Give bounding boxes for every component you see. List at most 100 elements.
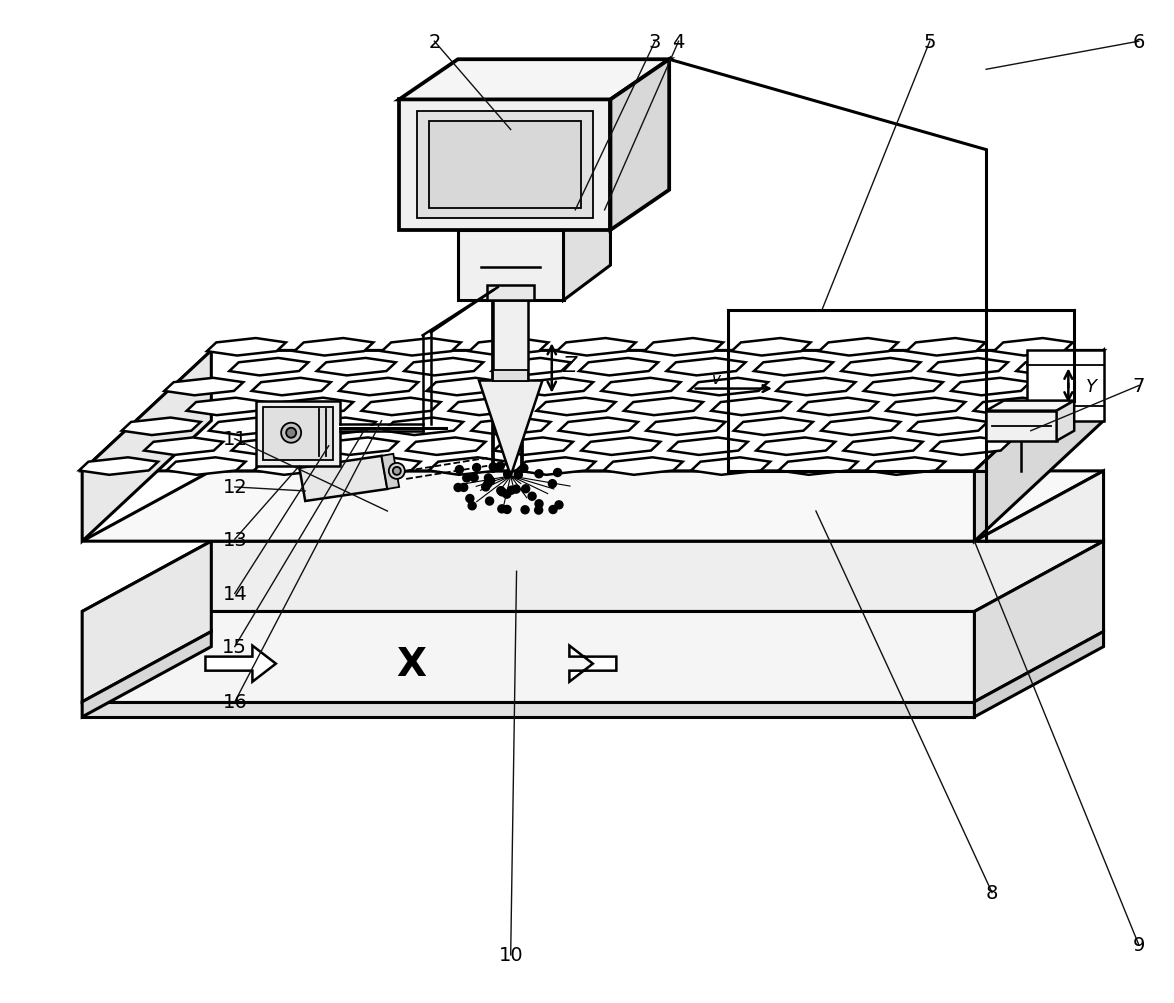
Polygon shape <box>82 351 1104 471</box>
Polygon shape <box>472 418 551 435</box>
Text: 9: 9 <box>1133 936 1145 954</box>
Polygon shape <box>493 301 528 381</box>
Polygon shape <box>647 418 726 435</box>
Polygon shape <box>974 632 1104 717</box>
Polygon shape <box>493 371 528 381</box>
Circle shape <box>528 492 537 500</box>
Polygon shape <box>122 418 201 435</box>
Circle shape <box>393 467 400 475</box>
Polygon shape <box>339 378 418 396</box>
Polygon shape <box>776 378 856 396</box>
Polygon shape <box>209 418 288 435</box>
Polygon shape <box>82 471 1104 542</box>
Text: 5: 5 <box>924 33 936 51</box>
Circle shape <box>470 474 478 482</box>
Circle shape <box>481 483 490 491</box>
Text: 16: 16 <box>222 693 248 711</box>
Text: 2: 2 <box>429 33 440 51</box>
Polygon shape <box>494 438 573 455</box>
Polygon shape <box>974 351 1104 542</box>
Polygon shape <box>207 339 286 356</box>
Polygon shape <box>406 438 485 455</box>
Circle shape <box>473 464 480 472</box>
Polygon shape <box>601 378 681 396</box>
Polygon shape <box>458 196 610 231</box>
Circle shape <box>520 464 528 472</box>
Polygon shape <box>569 646 616 682</box>
Polygon shape <box>144 438 223 455</box>
Circle shape <box>460 483 467 491</box>
Circle shape <box>548 480 556 488</box>
Polygon shape <box>731 339 810 356</box>
Text: 13: 13 <box>222 531 248 549</box>
Polygon shape <box>82 542 211 702</box>
Polygon shape <box>909 418 987 435</box>
Polygon shape <box>362 398 440 416</box>
Circle shape <box>466 495 474 504</box>
Polygon shape <box>256 401 340 466</box>
Polygon shape <box>754 358 834 376</box>
Circle shape <box>484 480 492 488</box>
Polygon shape <box>299 456 387 502</box>
Polygon shape <box>864 378 943 396</box>
Text: 10: 10 <box>499 946 522 964</box>
Polygon shape <box>581 438 660 455</box>
Polygon shape <box>610 60 669 231</box>
Polygon shape <box>734 418 812 435</box>
Polygon shape <box>82 612 974 702</box>
Polygon shape <box>886 398 965 416</box>
Polygon shape <box>778 457 858 475</box>
Circle shape <box>468 503 477 511</box>
Polygon shape <box>187 398 265 416</box>
Polygon shape <box>492 358 571 376</box>
Polygon shape <box>691 457 770 475</box>
Polygon shape <box>82 702 974 717</box>
Polygon shape <box>951 378 1031 396</box>
Polygon shape <box>205 646 276 682</box>
Polygon shape <box>844 438 923 455</box>
Polygon shape <box>82 632 211 717</box>
Circle shape <box>454 484 463 492</box>
Polygon shape <box>417 112 593 219</box>
Text: 3: 3 <box>649 33 661 51</box>
Polygon shape <box>164 378 243 396</box>
Polygon shape <box>487 286 534 301</box>
Polygon shape <box>82 351 211 542</box>
Polygon shape <box>82 542 1104 612</box>
Polygon shape <box>1057 401 1074 441</box>
Circle shape <box>514 471 522 479</box>
Text: Z: Z <box>562 356 576 376</box>
Polygon shape <box>756 438 835 455</box>
Circle shape <box>463 474 471 482</box>
Polygon shape <box>429 122 581 209</box>
Circle shape <box>485 474 492 482</box>
Polygon shape <box>929 358 1007 376</box>
Text: 11: 11 <box>222 430 248 448</box>
Polygon shape <box>429 457 508 475</box>
Polygon shape <box>297 418 376 435</box>
Circle shape <box>555 502 564 510</box>
Polygon shape <box>479 381 542 476</box>
Polygon shape <box>1017 358 1095 376</box>
Circle shape <box>507 486 515 494</box>
Polygon shape <box>342 457 420 475</box>
Text: 12: 12 <box>222 478 248 496</box>
Polygon shape <box>564 196 610 301</box>
Polygon shape <box>448 398 528 416</box>
Circle shape <box>498 488 506 496</box>
Polygon shape <box>819 339 898 356</box>
Polygon shape <box>317 358 396 376</box>
Circle shape <box>486 477 494 485</box>
Polygon shape <box>295 339 373 356</box>
Circle shape <box>498 506 506 514</box>
Circle shape <box>535 470 542 478</box>
Circle shape <box>535 500 544 509</box>
Circle shape <box>502 490 511 498</box>
Circle shape <box>502 506 511 514</box>
Polygon shape <box>517 457 595 475</box>
Circle shape <box>486 497 493 506</box>
Polygon shape <box>556 339 635 356</box>
Text: 7: 7 <box>1133 377 1145 395</box>
Polygon shape <box>382 454 399 489</box>
Polygon shape <box>974 542 1104 702</box>
